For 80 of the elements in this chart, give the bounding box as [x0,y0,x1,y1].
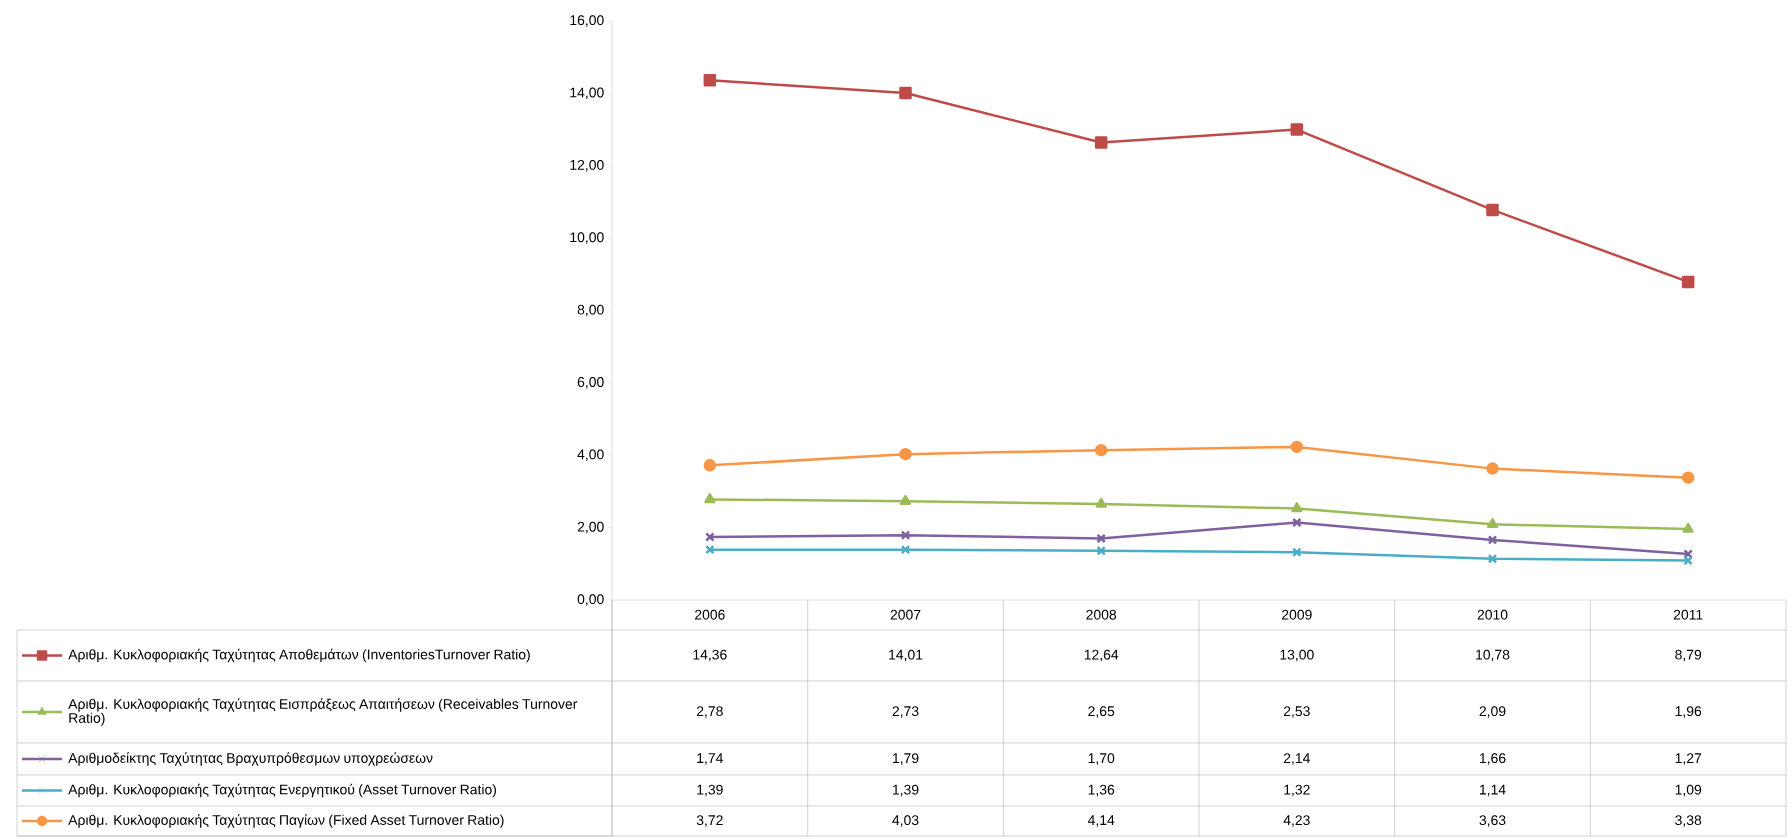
data-label: 12,64 [1084,649,1119,662]
x-tick-label: 2011 [1673,609,1703,620]
x-tick-label: 2007 [890,609,921,620]
point [1486,518,1499,529]
point [1681,275,1695,289]
point [1094,443,1108,457]
point [703,74,717,87]
y-tick-label: 14,00 [570,87,604,100]
point [1487,535,1498,545]
data-label: 10,78 [1476,649,1510,662]
data-label: 1,39 [893,784,919,797]
data-label: 1,39 [697,784,723,797]
legend-label: Αριθμ. Κυκλοφοριακής Ταχύτητας Παγίων (Fixed Asset Turnover Ratio) [68,814,504,828]
data-label: 1,32 [1284,784,1310,797]
point [1095,497,1107,508]
data-label: 3,63 [1479,815,1506,827]
point [1096,545,1106,556]
data-label: 3,38 [1675,815,1702,827]
y-tick-label: 4,00 [577,449,604,461]
x-tick-label: 2010 [1477,609,1508,620]
data-label: 2,73 [892,706,919,718]
data-label: 1,79 [893,753,919,765]
data-label: 1,66 [1480,753,1506,765]
data-label: 1,74 [697,753,723,765]
data-label: 3,72 [696,815,723,827]
data-label: 2,65 [1088,706,1115,718]
legend-label: Αριθμ. Κυκλοφοριακής Ταχύτητας Ενεργητικού (Asset Turnover Ratio) [68,783,497,798]
point [1096,533,1106,544]
point [900,530,911,540]
data-label: 1,27 [1675,753,1702,765]
data-label: 1,14 [1480,784,1506,797]
point [705,532,715,542]
data-label: 2,14 [1283,753,1310,765]
point [899,447,912,461]
x-tick-label: 2009 [1282,609,1312,620]
data-label: 14,36 [693,649,727,662]
point [1486,203,1499,217]
data-label: 1,36 [1088,784,1115,797]
data-label: 2,53 [1283,706,1310,718]
data-label: 1,70 [1088,753,1115,765]
x-tick-label: 2008 [1086,609,1117,620]
point [1683,555,1693,566]
point [1094,136,1108,149]
data-label: 13,00 [1280,649,1314,662]
point [1291,502,1303,513]
legend-label: Αριθμ. Κυκλοφοριακής Ταχύτητας Αποθεμάτων (InventoriesTurnover Ratio) [68,648,530,663]
point [1292,517,1302,528]
y-tick-label: 10,00 [570,232,604,244]
point [703,459,717,472]
y-tick-label: 0,00 [577,594,604,606]
data-label: 2,78 [696,706,723,718]
x-tick-label: 2006 [695,609,725,620]
data-label: 1,96 [1675,706,1702,718]
y-tick-label: 8,00 [577,304,604,317]
point [1682,522,1694,533]
point [899,494,912,505]
y-tick-label: 16,00 [570,15,604,27]
point [704,493,716,504]
y-tick-label: 2,00 [577,521,604,534]
point [1486,462,1499,475]
point [899,86,912,100]
point [1290,123,1304,136]
point [1683,549,1693,559]
point [705,544,715,555]
legend-label: Αριθμοδείκτης Ταχύτητας Βραχυπρόθεσμων υποχρεώσεων [68,752,433,766]
data-label: 8,79 [1675,649,1702,662]
point [1292,547,1302,557]
y-tick-label: 12,00 [570,159,604,172]
y-tick-label: 6,00 [577,377,604,389]
point [1290,440,1304,454]
point [1681,471,1695,484]
legend-label: Αριθμ. Κυκλοφοριακής Ταχύτητας Εισπράξεως Απαιτήσεων (Receivables Turnover Ratio) [68,698,578,726]
point [900,544,911,555]
point [1487,553,1498,564]
data-label: 1,09 [1675,784,1702,797]
data-label: 14,01 [889,649,923,662]
data-label: 4,23 [1283,815,1310,827]
data-label: 4,03 [892,815,919,827]
data-label: 4,14 [1087,815,1115,827]
data-label: 2,09 [1479,706,1506,718]
